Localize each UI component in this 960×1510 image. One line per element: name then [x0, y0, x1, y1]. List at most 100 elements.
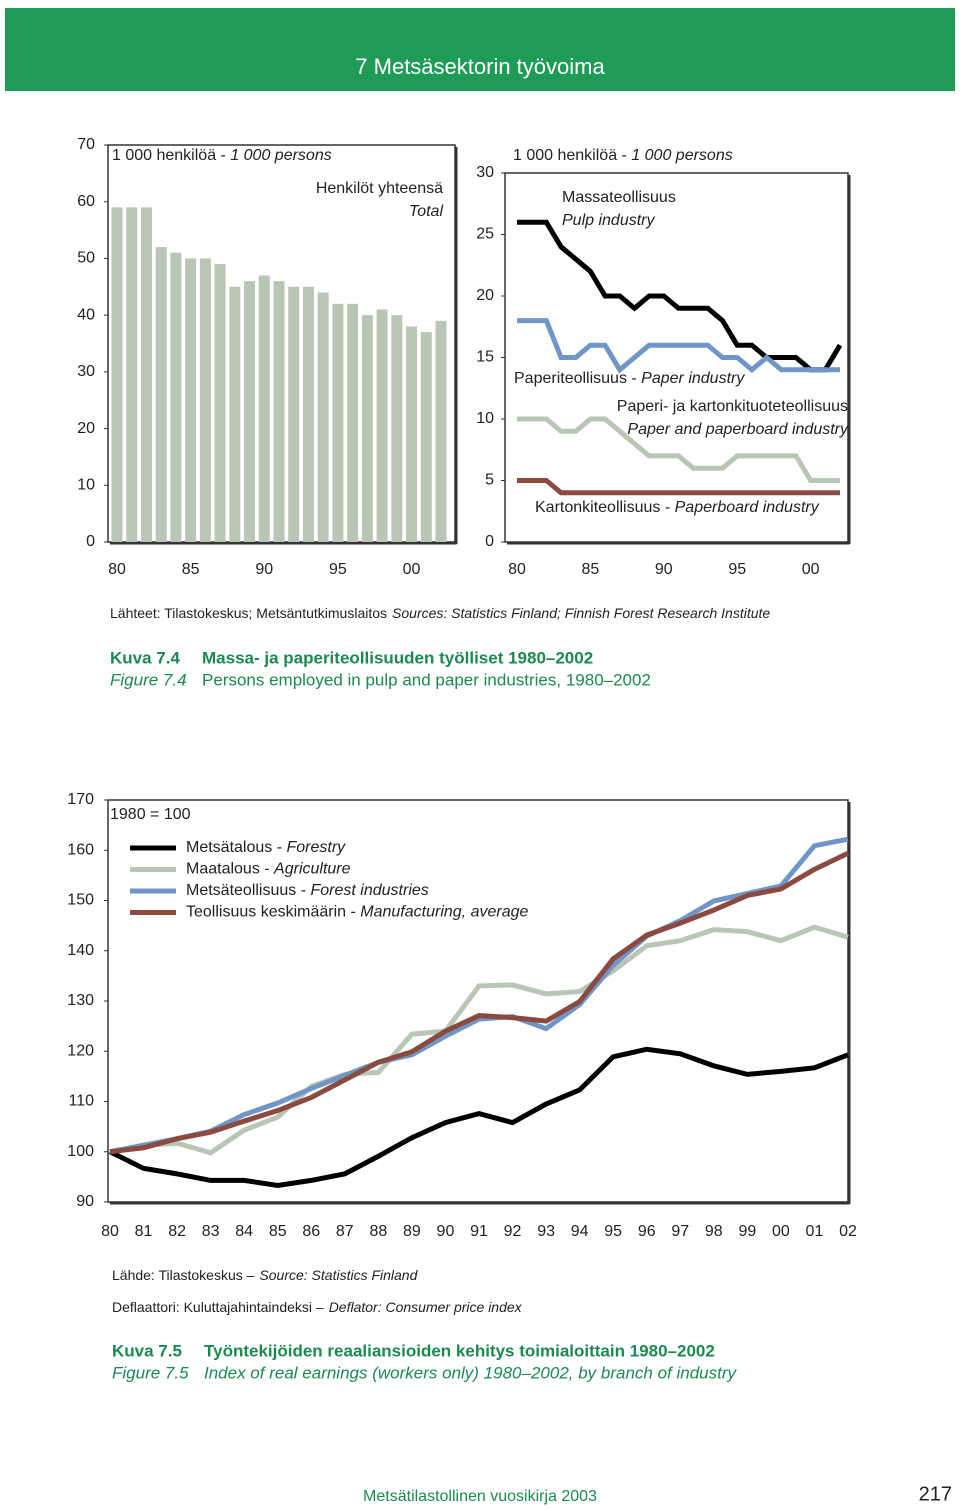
- bar: [258, 275, 270, 542]
- header-title: 7 Metsäsektorin työvoima: [355, 54, 605, 79]
- x-tick-label: 80: [101, 1223, 119, 1240]
- x-tick-label: 89: [403, 1223, 421, 1240]
- x-tick-label: 80: [508, 561, 526, 578]
- y-tick-label: 50: [77, 250, 95, 267]
- x-tick-label: 90: [655, 561, 673, 578]
- deflator-note-fi: Deflaattori: Kuluttajahintaindeksi –: [112, 1299, 324, 1315]
- deflator-note-en: Deflator: Consumer price index: [329, 1299, 523, 1315]
- x-tick-label: 90: [437, 1223, 455, 1240]
- bar: [170, 252, 182, 542]
- legend-label: Maatalous - Agriculture: [186, 861, 351, 878]
- caption-label: Kuva 7.4: [110, 648, 180, 667]
- bar: [332, 303, 344, 542]
- y-tick-label: 130: [67, 992, 94, 1009]
- index-note: 1980 = 100: [110, 806, 191, 823]
- caption-title: Työntekijöiden reaaliansioiden kehitys t…: [204, 1341, 715, 1360]
- annotation: Henkilöt yhteensä: [316, 180, 443, 197]
- page-number: 217: [919, 1483, 952, 1505]
- series-line: [517, 219, 843, 373]
- y-tick-label: 20: [77, 420, 95, 437]
- y-tick-label: 0: [86, 533, 95, 550]
- x-tick-label: 87: [336, 1223, 354, 1240]
- source-note: Lähde: Tilastokeskus – Source: Statistics…: [112, 1267, 419, 1283]
- bar: [273, 281, 285, 542]
- header-band: [5, 8, 955, 91]
- bar: [317, 292, 329, 542]
- x-tick-label: 00: [802, 561, 820, 578]
- series-line: [109, 851, 850, 1155]
- y-tick-label: 140: [67, 942, 94, 959]
- bar: [199, 258, 211, 542]
- series-label: Paperiteollisuus - Paper industry: [514, 370, 745, 387]
- caption-label: Figure 7.4: [110, 670, 187, 689]
- y-tick-label: 20: [476, 287, 494, 304]
- x-tick-label: 88: [369, 1223, 387, 1240]
- x-tick-label: 97: [671, 1223, 689, 1240]
- bar: [214, 264, 226, 542]
- x-tick-label: 81: [135, 1223, 153, 1240]
- bar: [126, 207, 138, 542]
- caption-title: Index of real earnings (workers only) 19…: [204, 1363, 738, 1382]
- source-note-en: Source: Statistics Finland: [259, 1267, 418, 1283]
- caption-label: Kuva 7.5: [112, 1341, 182, 1360]
- series-line: [517, 478, 840, 496]
- bar: [420, 332, 432, 542]
- bar: [376, 309, 388, 542]
- bar: [435, 320, 447, 542]
- y-tick-label: 100: [67, 1143, 94, 1160]
- series-line: [517, 318, 840, 374]
- x-tick-label: 95: [728, 561, 746, 578]
- y-tick-label: 110: [68, 1093, 94, 1110]
- y-tick-label: 160: [67, 841, 94, 858]
- x-tick-label: 84: [235, 1223, 253, 1240]
- series-label: Massateollisuus: [562, 189, 676, 206]
- x-tick-label: 85: [182, 561, 200, 578]
- source-note-fi: Lähteet: Tilastokeskus; Metsäntutkimusla…: [110, 605, 387, 621]
- deflator-note: Deflaattori: Kuluttajahintaindeksi – Defl…: [112, 1299, 523, 1315]
- x-tick-label: 00: [403, 561, 421, 578]
- x-tick-label: 90: [255, 561, 273, 578]
- x-tick-label: 93: [537, 1223, 555, 1240]
- series-label: Paper and paperboard industry: [627, 421, 849, 438]
- y-tick-label: 15: [476, 349, 494, 366]
- x-tick-label: 91: [470, 1223, 488, 1240]
- bar: [406, 326, 418, 542]
- x-tick-label: 94: [571, 1223, 589, 1240]
- y-tick-label: 170: [67, 791, 94, 808]
- x-tick-label: 92: [504, 1223, 522, 1240]
- x-tick-label: 86: [302, 1223, 320, 1240]
- bar: [244, 281, 256, 542]
- y-tick-label: 10: [77, 477, 95, 494]
- source-note: Lähteet: Tilastokeskus; Metsäntutkimusla…: [110, 605, 770, 621]
- y-tick-label: 150: [67, 892, 94, 909]
- y-tick-label: 25: [476, 226, 494, 243]
- legend-label: Metsätalous - Forestry: [186, 839, 346, 856]
- bar: [155, 247, 167, 543]
- source-note-en: Sources: Statistics Finland; Finnish For…: [392, 605, 770, 621]
- x-tick-label: 85: [582, 561, 600, 578]
- x-tick-label: 99: [738, 1223, 756, 1240]
- x-tick-label: 82: [168, 1223, 186, 1240]
- bar: [391, 315, 403, 542]
- bar: [229, 286, 241, 542]
- series-label: Pulp industry: [562, 212, 655, 229]
- y-tick-label: 120: [67, 1042, 94, 1059]
- x-tick-label: 85: [269, 1223, 287, 1240]
- x-tick-label: 96: [638, 1223, 656, 1240]
- series-label: Kartonkiteollisuus - Paperboard industry: [535, 499, 820, 516]
- x-tick-label: 83: [202, 1223, 220, 1240]
- y-tick-label: 0: [485, 533, 494, 550]
- annotation: Total: [409, 203, 444, 220]
- unit-label: 1 000 henkilöä - 1 000 persons: [513, 147, 733, 164]
- caption-label: Figure 7.5: [112, 1363, 189, 1382]
- series-line: [109, 924, 849, 1156]
- unit-label: 1 000 henkilöä - 1 000 persons: [112, 147, 332, 164]
- series-label: Paperi- ja kartonkituoteteollisuus: [617, 398, 848, 415]
- legend-label: Teollisuus keskimäärin - Manufacturing, …: [186, 904, 528, 921]
- bar: [185, 258, 197, 542]
- y-tick-label: 5: [485, 472, 494, 489]
- y-tick-label: 30: [77, 363, 95, 380]
- x-tick-label: 80: [108, 561, 126, 578]
- bar: [347, 303, 359, 542]
